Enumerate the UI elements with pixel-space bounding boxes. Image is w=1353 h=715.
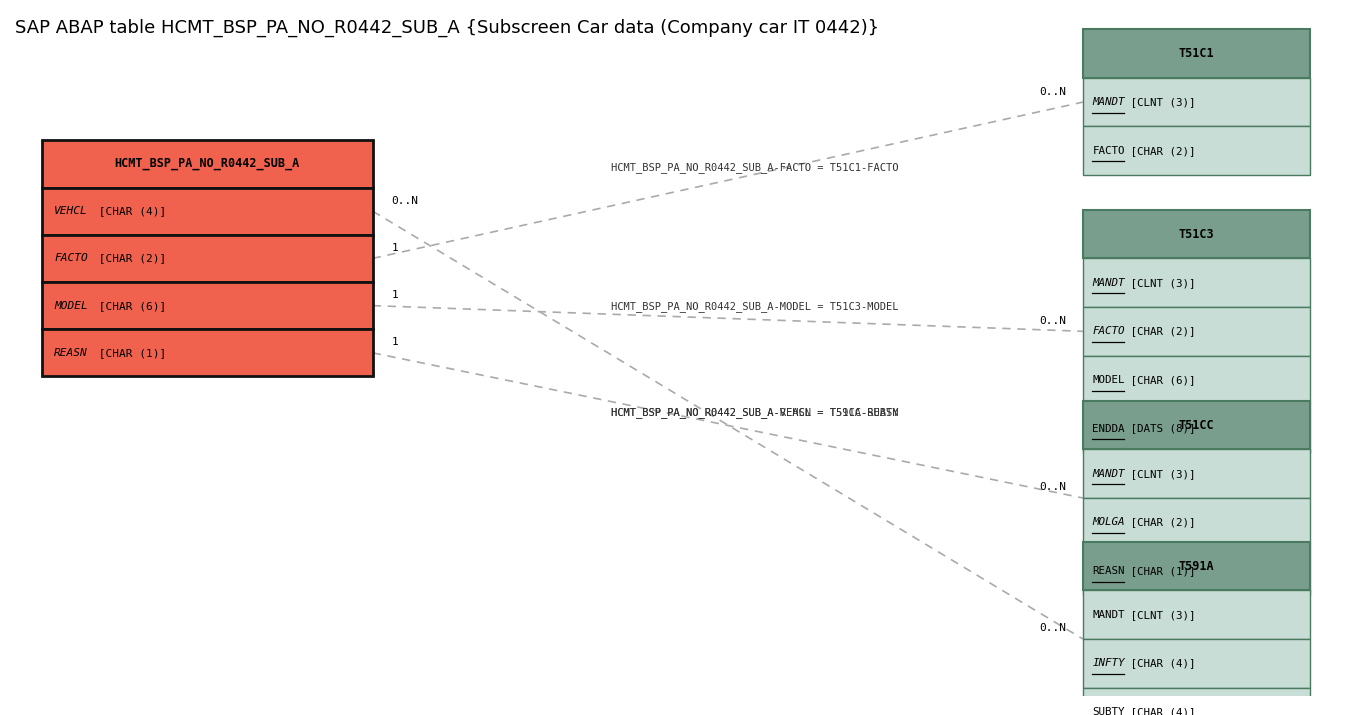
Bar [1082,450,1310,498]
Text: HCMT_BSP_PA_NO_R0442_SUB_A: HCMT_BSP_PA_NO_R0442_SUB_A [115,157,300,170]
Text: [CLNT (3)]: [CLNT (3)] [1124,97,1196,107]
Text: MANDT: MANDT [1092,277,1124,287]
Bar [42,329,372,377]
Text: MANDT: MANDT [1092,97,1124,107]
Text: MANDT: MANDT [1092,610,1124,620]
Text: [CHAR (2)]: [CHAR (2)] [1124,518,1196,527]
Text: [DATS (8)]: [DATS (8)] [1124,423,1196,433]
Text: [CHAR (6)]: [CHAR (6)] [92,300,166,310]
Bar [1082,688,1310,715]
Bar [1082,209,1310,258]
Text: [CHAR (2)]: [CHAR (2)] [1124,146,1196,156]
Text: FACTO: FACTO [1092,326,1124,336]
Text: [CHAR (4)]: [CHAR (4)] [1124,707,1196,715]
Text: [CHAR (1)]: [CHAR (1)] [92,347,166,358]
Text: SAP ABAP table HCMT_BSP_PA_NO_R0442_SUB_A {Subscreen Car data (Company car IT 04: SAP ABAP table HCMT_BSP_PA_NO_R0442_SUB_… [15,19,879,37]
Bar [1082,404,1310,453]
Text: [CHAR (4)]: [CHAR (4)] [1124,659,1196,669]
Text: T51C3: T51C3 [1178,227,1214,240]
Text: REASN: REASN [54,347,88,358]
Bar [1082,542,1310,591]
Bar [1082,547,1310,595]
Text: HCMT_BSP_PA_NO_R0442_SUB_A-FACTO = T51C1-FACTO: HCMT_BSP_PA_NO_R0442_SUB_A-FACTO = T51C1… [612,162,898,173]
Bar [1082,355,1310,404]
Text: 1: 1 [391,290,398,300]
Bar [42,282,372,329]
Bar [1082,29,1310,78]
Text: 0..N: 0..N [1039,316,1066,326]
Text: MANDT: MANDT [1092,469,1124,478]
Bar [42,140,372,187]
Bar [42,187,372,235]
Text: [CHAR (4)]: [CHAR (4)] [92,206,166,216]
Text: [CHAR (6)]: [CHAR (6)] [1124,375,1196,385]
Text: 0..N: 0..N [391,196,418,206]
Text: MOLGA: MOLGA [1092,518,1124,527]
Text: REASN: REASN [1092,566,1124,576]
Bar [1082,127,1310,175]
Text: 1: 1 [391,337,398,347]
Bar [42,235,372,282]
Bar [1082,591,1310,639]
Text: [CHAR (2)]: [CHAR (2)] [92,253,166,263]
Bar [1082,498,1310,547]
Bar [1082,639,1310,688]
Text: [CLNT (3)]: [CLNT (3)] [1124,610,1196,620]
Text: HCMT_BSP_PA_NO_R0442_SUB_A-VEHCL = T591A-SUBTY: HCMT_BSP_PA_NO_R0442_SUB_A-VEHCL = T591A… [612,408,898,418]
Bar [1082,78,1310,127]
Text: 1: 1 [391,243,398,253]
Text: VEHCL: VEHCL [54,206,88,216]
Text: [CHAR (2)]: [CHAR (2)] [1124,326,1196,336]
Text: T51C1: T51C1 [1178,47,1214,60]
Bar [1082,258,1310,307]
Text: 0..N: 0..N [1039,623,1066,633]
Bar [1082,401,1310,450]
Text: [CHAR (1)]: [CHAR (1)] [1124,566,1196,576]
Text: 0..N: 0..N [1039,483,1066,493]
Text: HCMT_BSP_PA_NO_R0442_SUB_A-REASN = T51CC-REASN: HCMT_BSP_PA_NO_R0442_SUB_A-REASN = T51CC… [612,408,898,418]
Text: [CLNT (3)]: [CLNT (3)] [1124,277,1196,287]
Bar [1082,307,1310,355]
Text: INFTY: INFTY [1092,659,1124,669]
Text: SUBTY: SUBTY [1092,707,1124,715]
Text: 0..N: 0..N [1039,87,1066,97]
Text: [CLNT (3)]: [CLNT (3)] [1124,469,1196,478]
Text: MODEL: MODEL [1092,375,1124,385]
Text: T591A: T591A [1178,560,1214,573]
Text: FACTO: FACTO [1092,146,1124,156]
Text: HCMT_BSP_PA_NO_R0442_SUB_A-MODEL = T51C3-MODEL: HCMT_BSP_PA_NO_R0442_SUB_A-MODEL = T51C3… [612,300,898,312]
Text: MODEL: MODEL [54,300,88,310]
Text: ENDDA: ENDDA [1092,423,1124,433]
Text: FACTO: FACTO [54,253,88,263]
Text: T51CC: T51CC [1178,418,1214,432]
